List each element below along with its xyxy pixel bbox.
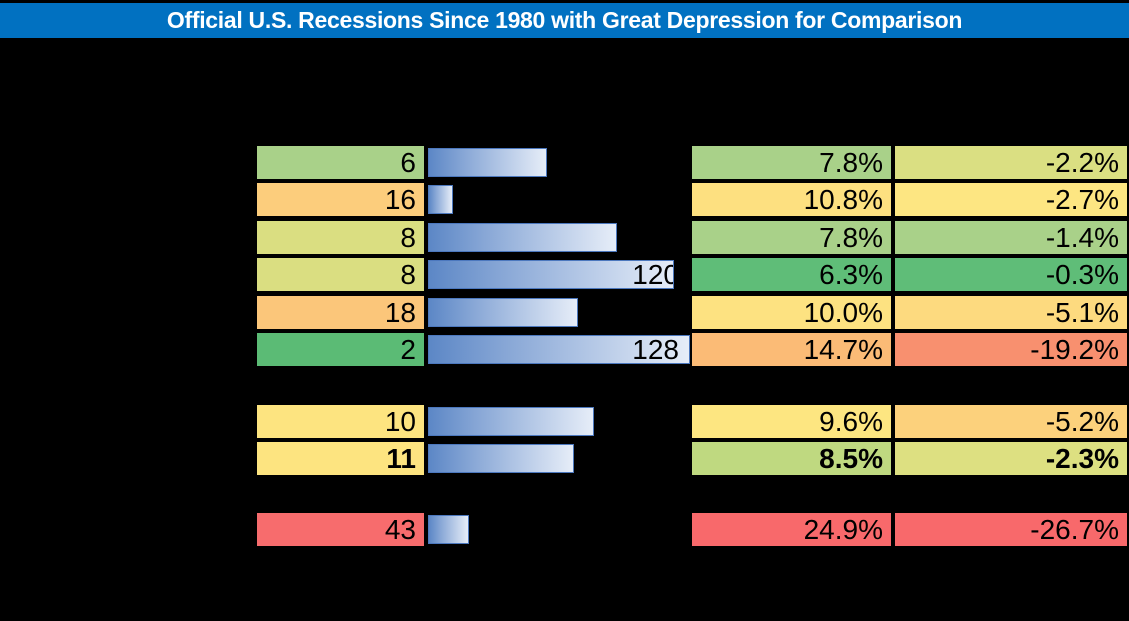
gdp-decline-cell: -0.3% [893, 256, 1129, 293]
recession-length-cell: 18 [255, 294, 426, 331]
bar-value-label: 120 [632, 260, 673, 289]
expansion-data-bar [428, 223, 617, 252]
recession-length-cell: 16 [255, 181, 426, 218]
expansion-data-bar [428, 407, 594, 436]
expansion-bar-cell [426, 144, 690, 181]
gdp-decline-cell: -2.7% [893, 181, 1129, 218]
expansion-data-bar: 128 [428, 335, 690, 364]
expansion-data-bar [428, 148, 547, 177]
title-bar: Official U.S. Recessions Since 1980 with… [0, 3, 1129, 38]
expansion-bar-cell [426, 219, 690, 256]
expansion-bar-cell [426, 181, 690, 218]
recession-length-cell: 6 [255, 144, 426, 181]
gdp-decline-cell: -5.1% [893, 294, 1129, 331]
page-title: Official U.S. Recessions Since 1980 with… [166, 7, 963, 33]
expansion-data-bar [428, 444, 574, 473]
expansion-data-bar: 120 [428, 260, 674, 289]
unemployment-cell: 7.8% [690, 144, 893, 181]
gdp-decline-cell: -2.3% [893, 440, 1129, 477]
unemployment-cell: 10.8% [690, 181, 893, 218]
bar-value-label: 128 [632, 335, 679, 364]
expansion-bar-cell: 128 [426, 331, 690, 368]
expansion-bar-cell: 120 [426, 256, 690, 293]
gdp-decline-cell: -19.2% [893, 331, 1129, 368]
unemployment-cell: 6.3% [690, 256, 893, 293]
expansion-bar-cell [426, 294, 690, 331]
recession-length-cell: 11 [255, 440, 426, 477]
gdp-decline-cell: -2.2% [893, 144, 1129, 181]
unemployment-cell: 9.6% [690, 403, 893, 440]
unemployment-cell: 10.0% [690, 294, 893, 331]
expansion-bar-cell [426, 440, 690, 477]
gdp-decline-cell: -5.2% [893, 403, 1129, 440]
expansion-data-bar [428, 185, 453, 214]
unemployment-cell: 24.9% [690, 511, 893, 548]
gdp-decline-cell: -1.4% [893, 219, 1129, 256]
recession-length-cell: 2 [255, 331, 426, 368]
recession-length-cell: 8 [255, 219, 426, 256]
recession-length-cell: 43 [255, 511, 426, 548]
unemployment-cell: 8.5% [690, 440, 893, 477]
unemployment-cell: 7.8% [690, 219, 893, 256]
expansion-data-bar [428, 515, 469, 544]
expansion-data-bar [428, 298, 578, 327]
expansion-bar-cell [426, 511, 690, 548]
recession-length-cell: 8 [255, 256, 426, 293]
gdp-decline-cell: -26.7% [893, 511, 1129, 548]
expansion-bar-cell [426, 403, 690, 440]
recession-length-cell: 10 [255, 403, 426, 440]
unemployment-cell: 14.7% [690, 331, 893, 368]
